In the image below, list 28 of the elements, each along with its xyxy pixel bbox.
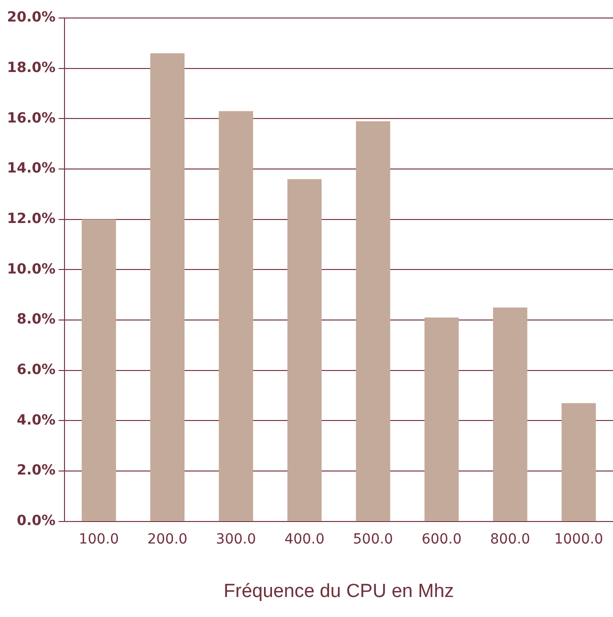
bar xyxy=(493,307,528,521)
x-tick-label: 500.0 xyxy=(353,531,394,548)
bar xyxy=(82,219,116,521)
x-tick-label: 300.0 xyxy=(216,531,256,548)
y-tick-label: 4.0% xyxy=(16,412,56,428)
y-tick-label: 12.0% xyxy=(6,211,56,227)
y-tick-label: 10.0% xyxy=(6,261,56,278)
bar xyxy=(287,179,322,521)
x-tick-label: 400.0 xyxy=(284,531,325,548)
bar xyxy=(424,318,459,521)
y-tick-label: 8.0% xyxy=(16,312,56,328)
y-tick-label: 0.0% xyxy=(16,513,56,530)
x-tick-label: 100.0 xyxy=(78,531,119,548)
bar xyxy=(356,121,390,521)
y-tick-label: 14.0% xyxy=(6,160,56,177)
y-tick-label: 6.0% xyxy=(16,362,56,378)
x-axis-title: Fréquence du CPU en Mhz xyxy=(224,580,454,602)
x-tick-label: 200.0 xyxy=(147,531,188,548)
x-tick-label: 800.0 xyxy=(490,531,530,548)
x-tick-label: 1000.0 xyxy=(554,531,604,548)
y-tick-label: 16.0% xyxy=(6,110,56,126)
x-tick-label: 600.0 xyxy=(422,531,462,548)
bar xyxy=(218,111,254,521)
bar xyxy=(562,403,596,521)
y-tick-label: 18.0% xyxy=(6,60,56,76)
y-tick-label: 2.0% xyxy=(16,462,56,479)
y-tick-label: 20.0% xyxy=(6,10,56,26)
bar xyxy=(150,53,185,521)
